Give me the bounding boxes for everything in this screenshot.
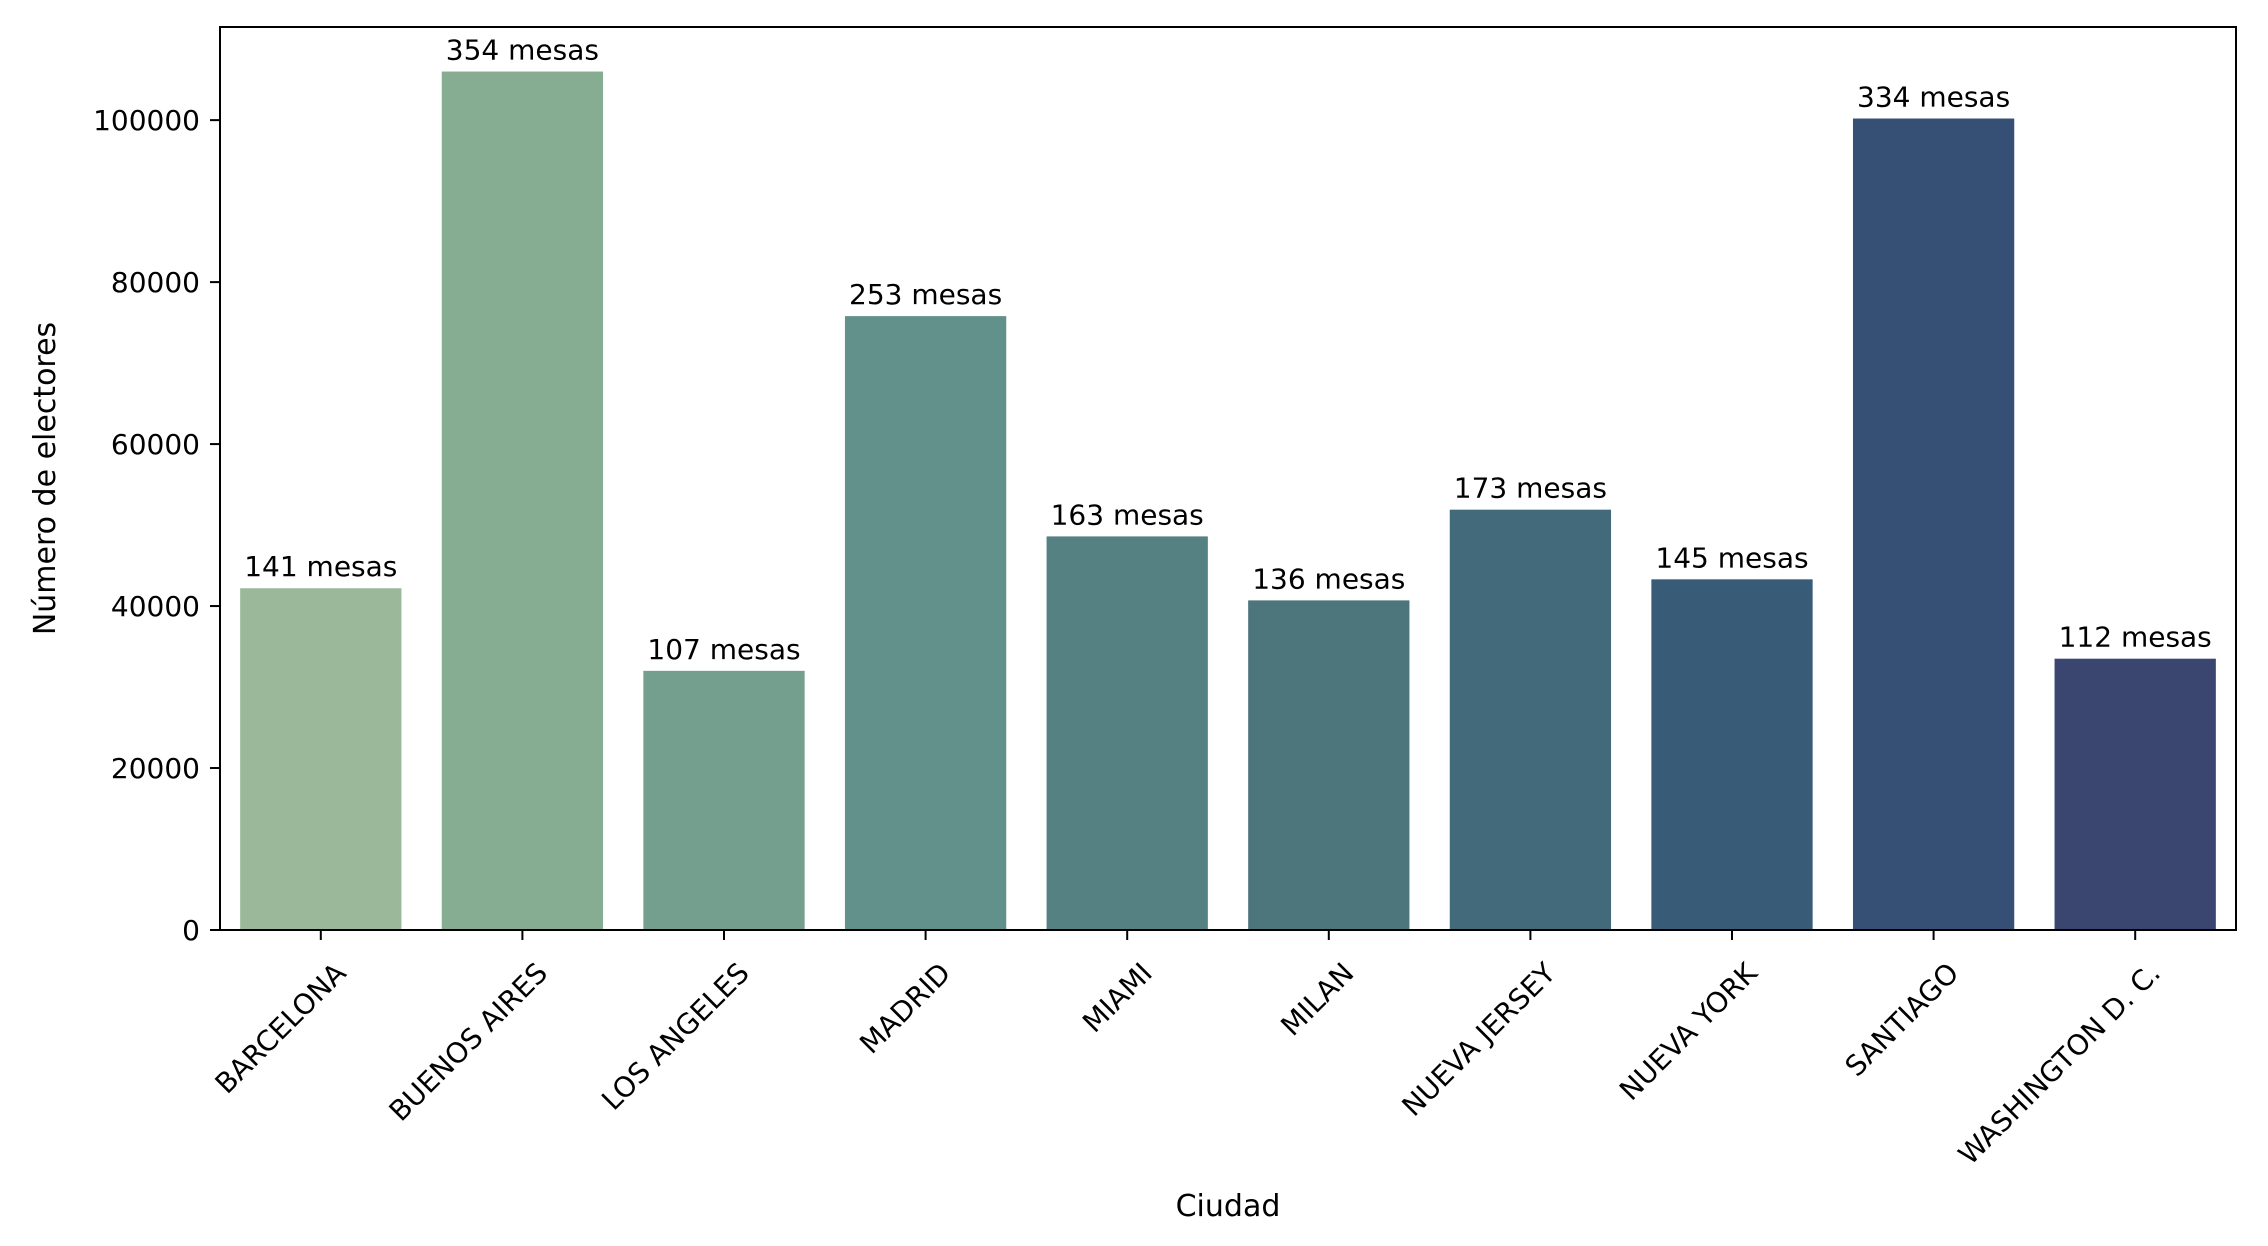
x-tick-label: MIAMI xyxy=(1076,956,1159,1039)
bar xyxy=(844,316,1007,931)
x-tick-label: WASHINGTON D. C. xyxy=(1952,956,2167,1171)
bar xyxy=(1046,536,1208,930)
y-tick-label: 80000 xyxy=(111,266,200,299)
bar-data-label: 334 mesas xyxy=(1857,81,2010,114)
x-axis-label: Ciudad xyxy=(1176,1189,1281,1224)
y-axis-label: Número de electores xyxy=(28,322,63,635)
bar xyxy=(643,670,805,930)
bar-data-label: 112 mesas xyxy=(2059,621,2212,654)
x-tick-label: NUEVA JERSEY xyxy=(1396,956,1563,1123)
y-tick-label: 60000 xyxy=(111,428,200,461)
bar xyxy=(1248,600,1410,930)
bar xyxy=(441,71,604,930)
x-tick-label: BARCELONA xyxy=(209,956,353,1100)
bar-data-label: 354 mesas xyxy=(446,34,599,67)
bar-data-label: 173 mesas xyxy=(1454,472,1607,505)
y-tick-label: 100000 xyxy=(93,104,200,137)
bar xyxy=(1651,579,1813,930)
bar xyxy=(240,588,402,930)
bar-data-label: 163 mesas xyxy=(1051,498,1204,531)
bar-data-label: 253 mesas xyxy=(849,278,1002,311)
y-tick-label: 0 xyxy=(182,914,200,947)
bar-data-label: 136 mesas xyxy=(1252,562,1405,595)
bar-data-label: 141 mesas xyxy=(244,550,397,583)
bar xyxy=(1852,118,2015,931)
y-tick-label: 20000 xyxy=(111,752,200,785)
bar-data-label: 107 mesas xyxy=(647,633,800,666)
y-tick-label: 40000 xyxy=(111,590,200,623)
y-axis: 0 20000 40000 60000 80000 100000 xyxy=(93,104,220,947)
x-tick-label: BUENOS AIRES xyxy=(383,956,554,1127)
x-tick-label: SANTIAGO xyxy=(1839,956,1966,1083)
bar xyxy=(2054,658,2216,930)
plot-area: 141 mesas 354 mesas 107 mesas 253 mesas 163 … xyxy=(240,34,2216,931)
x-tick-label: MILAN xyxy=(1274,956,1360,1042)
x-tick-label: MADRID xyxy=(853,956,957,1060)
bar-data-label: 145 mesas xyxy=(1655,541,1808,574)
x-tick-label: LOS ANGELES xyxy=(595,956,755,1116)
bar xyxy=(1449,509,1612,930)
x-tick-label: NUEVA YORK xyxy=(1613,956,1764,1107)
plot-frame xyxy=(219,26,2237,931)
x-axis: BARCELONA BUENOS AIRES LOS ANGELES MADRID MI… xyxy=(209,930,2167,1171)
